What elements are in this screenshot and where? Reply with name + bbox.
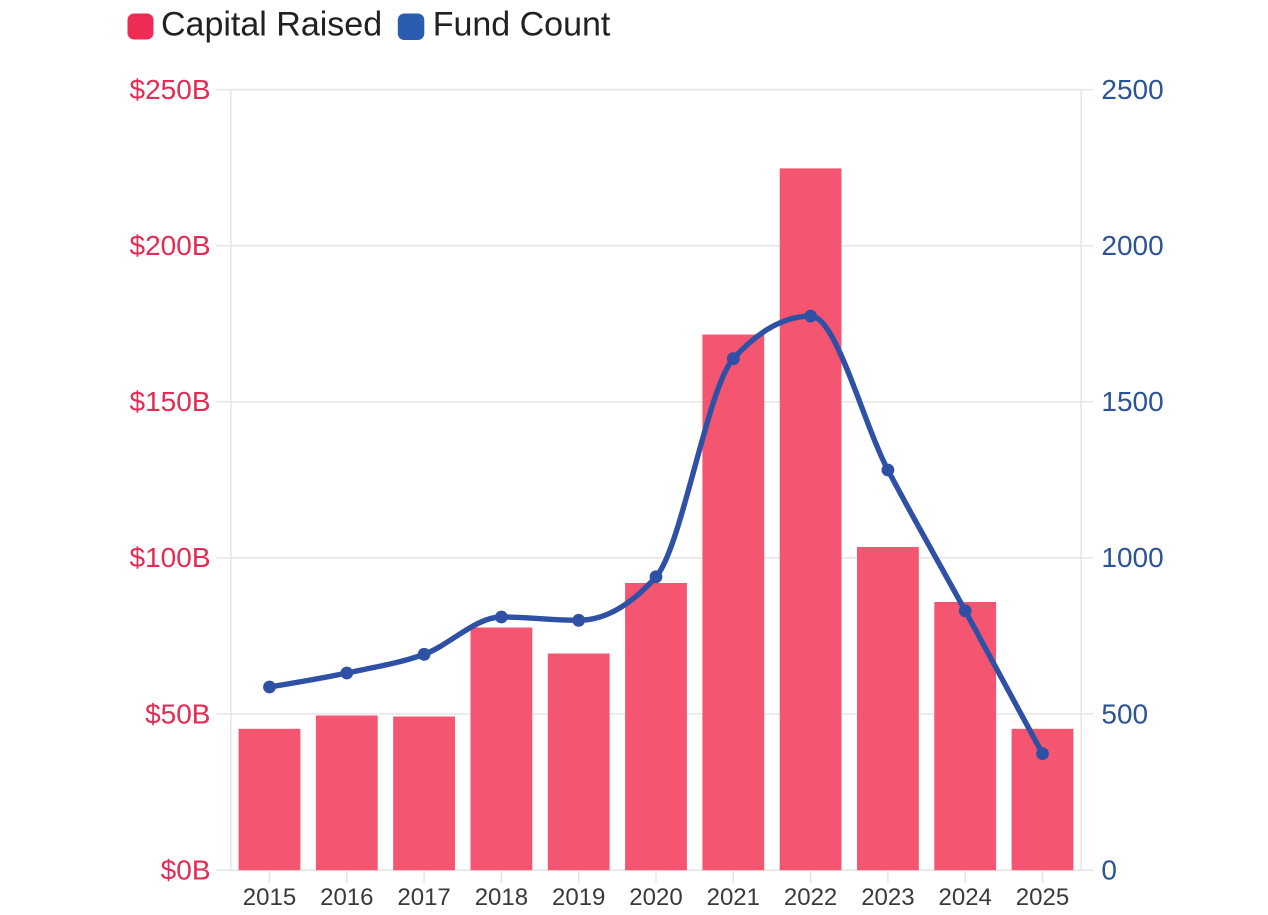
svg-text:2024: 2024 [939,884,992,911]
svg-text:1000: 1000 [1101,542,1163,573]
svg-text:$50B: $50B [145,698,210,729]
svg-text:0: 0 [1101,855,1117,886]
svg-text:$0B: $0B [161,855,211,886]
svg-text:$100B: $100B [130,542,211,573]
svg-text:$200B: $200B [130,230,211,261]
svg-text:$250B: $250B [130,74,211,105]
svg-text:2022: 2022 [784,884,837,911]
svg-text:2000: 2000 [1101,230,1163,261]
svg-text:1500: 1500 [1101,386,1163,417]
svg-text:2016: 2016 [320,884,373,911]
svg-text:2020: 2020 [629,884,682,911]
svg-text:2500: 2500 [1101,74,1163,105]
svg-text:2015: 2015 [243,884,296,911]
svg-text:2023: 2023 [861,884,914,911]
svg-text:2021: 2021 [707,884,760,911]
svg-text:2025: 2025 [1016,884,1069,911]
svg-text:Capital Raised: Capital Raised [161,6,382,44]
svg-text:500: 500 [1101,698,1148,729]
svg-text:2017: 2017 [397,884,450,911]
svg-text:$150B: $150B [130,386,211,417]
svg-text:2019: 2019 [552,884,605,911]
svg-text:Fund Count: Fund Count [433,6,611,44]
svg-text:2018: 2018 [475,884,528,911]
